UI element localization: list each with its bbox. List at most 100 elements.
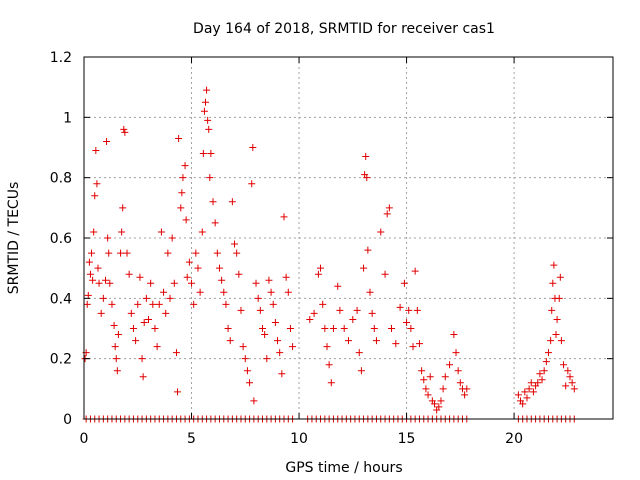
data-point <box>377 228 385 236</box>
data-point <box>106 279 114 287</box>
data-point <box>228 198 236 206</box>
data-point <box>103 137 111 145</box>
data-point <box>560 361 568 369</box>
data-point <box>527 379 535 387</box>
data-point <box>284 288 292 296</box>
data-point <box>256 306 264 314</box>
data-point <box>94 264 102 272</box>
data-point <box>89 276 97 284</box>
data-point <box>192 249 200 257</box>
x-tick-label: 5 <box>187 431 196 447</box>
data-points <box>81 86 578 414</box>
data-point <box>555 294 563 302</box>
data-point <box>160 288 168 296</box>
data-point <box>566 373 574 381</box>
data-point <box>362 153 370 161</box>
data-point <box>385 204 393 212</box>
data-point <box>196 288 204 296</box>
data-point <box>355 349 363 357</box>
data-point <box>363 174 371 182</box>
data-point <box>366 288 374 296</box>
data-point <box>372 337 380 345</box>
data-point <box>246 379 254 387</box>
data-point <box>111 343 119 351</box>
data-point <box>85 258 93 266</box>
data-point <box>114 331 122 339</box>
data-point <box>547 337 555 345</box>
data-point <box>548 306 556 314</box>
data-point <box>157 228 165 236</box>
data-point <box>211 219 219 227</box>
data-point <box>564 367 572 375</box>
data-point <box>86 270 94 278</box>
data-point <box>172 349 180 357</box>
data-point <box>194 264 202 272</box>
data-point <box>125 270 133 278</box>
data-point <box>121 128 129 136</box>
data-point <box>237 306 245 314</box>
data-point <box>129 325 137 332</box>
data-point <box>456 379 464 387</box>
data-point <box>164 249 172 257</box>
data-point <box>205 125 213 133</box>
data-point <box>446 361 454 369</box>
data-point <box>407 325 415 332</box>
data-point <box>142 294 150 302</box>
data-point <box>327 379 335 387</box>
data-point <box>514 391 522 399</box>
data-point <box>220 288 228 296</box>
data-point <box>83 300 91 308</box>
data-point <box>239 343 247 351</box>
data-point <box>105 249 113 257</box>
data-point <box>139 373 147 381</box>
data-point <box>95 279 103 287</box>
data-point <box>88 249 96 257</box>
data-point <box>198 228 206 236</box>
data-point <box>119 204 127 212</box>
data-point <box>280 213 288 221</box>
data-point <box>329 325 337 332</box>
data-point <box>282 273 290 281</box>
data-point <box>538 376 546 384</box>
x-axis-label: GPS time / hours <box>285 460 402 476</box>
data-point <box>411 267 419 275</box>
data-point <box>155 300 163 308</box>
data-point <box>269 300 277 308</box>
data-point <box>357 367 365 375</box>
data-point <box>570 385 578 393</box>
data-point <box>353 306 361 314</box>
data-point <box>521 388 529 396</box>
data-point <box>422 385 430 393</box>
data-point <box>153 343 161 351</box>
data-point <box>364 246 372 254</box>
data-point <box>108 300 116 308</box>
data-point <box>190 300 198 308</box>
data-point <box>400 279 408 287</box>
data-point <box>439 385 447 393</box>
data-point <box>556 273 564 281</box>
data-point <box>241 355 249 363</box>
data-point <box>388 325 396 332</box>
data-point <box>345 337 352 345</box>
data-point <box>209 198 217 206</box>
data-point <box>151 325 159 332</box>
data-point <box>314 270 322 278</box>
y-tick-label: 1.2 <box>50 50 72 66</box>
data-point <box>323 343 331 351</box>
data-point <box>420 376 428 384</box>
data-point <box>278 370 286 378</box>
grid-lines <box>84 57 613 419</box>
axis-ticks: 0 0.2 0.4 0.6 0.8 1 1.2 0 5 10 15 20 <box>50 50 613 447</box>
data-point <box>325 361 333 369</box>
data-point <box>249 144 257 151</box>
data-point <box>224 325 232 332</box>
data-point <box>319 300 327 308</box>
data-point <box>552 331 560 339</box>
data-point <box>396 303 404 311</box>
data-point <box>250 397 258 405</box>
data-point <box>267 288 275 296</box>
y-tick-label: 0.8 <box>50 171 72 187</box>
data-point <box>248 180 256 188</box>
data-point <box>138 355 146 363</box>
data-point <box>276 349 284 357</box>
